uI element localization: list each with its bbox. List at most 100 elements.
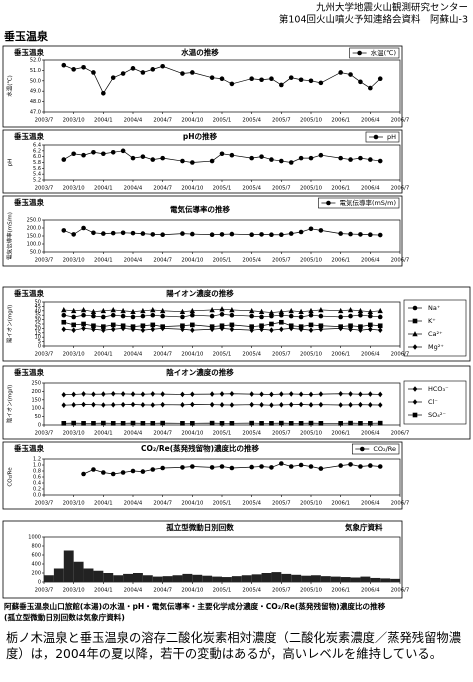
data-point (259, 323, 264, 329)
x-tick-label: 2003/10 (63, 118, 86, 124)
x-tick-label: 2005/7 (272, 352, 291, 358)
data-point (190, 160, 195, 165)
data-point (81, 64, 86, 70)
data-point (160, 155, 165, 161)
data-point (298, 229, 304, 235)
plot-area (43, 59, 401, 113)
data-point (367, 308, 374, 314)
data-point (229, 231, 235, 237)
data-point (219, 464, 225, 469)
data-point (91, 326, 96, 333)
bar (83, 568, 94, 582)
data-point (130, 401, 136, 408)
y-tick-label: 0 (38, 344, 41, 350)
y-axis-label: 電気伝導率(mS/m) (6, 212, 14, 260)
data-point (150, 402, 156, 408)
data-point (100, 307, 107, 314)
data-point (368, 322, 373, 328)
x-tick-label: 2004/10 (181, 431, 204, 437)
bar (212, 576, 222, 582)
data-point (298, 326, 304, 333)
x-tick-label: 2006/1 (331, 588, 350, 594)
data-point (279, 402, 284, 408)
data-point (229, 81, 235, 87)
data-point (61, 326, 67, 333)
plot-area (43, 144, 401, 181)
data-point (160, 63, 165, 69)
x-tick-label: 2005/4 (242, 501, 261, 507)
data-point (101, 151, 106, 157)
data-point (150, 322, 156, 328)
data-point (368, 313, 373, 319)
x-tick-label: 2004/4 (124, 258, 143, 264)
y-axis-label: pH (8, 159, 14, 167)
x-tick-label: 2004/1 (94, 501, 113, 507)
data-point (140, 391, 146, 398)
data-point (81, 325, 86, 332)
data-point (101, 470, 106, 475)
data-point (140, 327, 146, 333)
data-point (110, 230, 116, 236)
data-point (61, 402, 67, 408)
data-point (101, 314, 106, 320)
data-point (308, 464, 314, 469)
data-point (288, 313, 294, 319)
data-point (348, 462, 353, 467)
legend-label: 水温(℃) (371, 48, 396, 57)
x-tick-label: 2004/1 (94, 431, 113, 437)
data-point (150, 157, 156, 162)
data-point (347, 307, 354, 313)
data-point (91, 401, 96, 408)
x-tick-label: 2004/1 (94, 186, 113, 192)
bar (370, 577, 381, 582)
y-tick-label: 1.0 (33, 463, 41, 469)
bar (222, 577, 232, 582)
data-point (358, 421, 363, 426)
data-point (160, 325, 165, 332)
data-point (209, 232, 215, 238)
data-point (368, 391, 373, 397)
y-axis-label: 水温(℃) (6, 75, 14, 96)
x-tick-label: 2003/10 (63, 258, 86, 264)
legend-box (365, 131, 400, 143)
data-point (209, 75, 215, 80)
x-tick-label: 2003/7 (35, 501, 54, 507)
x-tick-label: 2005/1 (213, 501, 232, 507)
panel-frame (2, 129, 403, 194)
x-tick-label: 2003/7 (35, 431, 54, 437)
x-tick-label: 2004/7 (153, 258, 172, 264)
bar (53, 568, 64, 582)
bar (231, 576, 242, 582)
data-point (61, 391, 67, 398)
panel-frame (2, 195, 403, 267)
data-point (190, 312, 195, 318)
x-tick-label: 2003/10 (63, 431, 86, 437)
data-point (269, 391, 274, 398)
y-tick-label: 50.0 (30, 78, 41, 84)
y-tick-label: 200 (31, 571, 41, 577)
data-point (249, 464, 254, 470)
data-point (180, 323, 185, 329)
x-tick-label: 2005/10 (300, 431, 323, 437)
panel-frame (2, 286, 471, 362)
data-point (180, 231, 185, 236)
bar (340, 577, 351, 582)
x-tick-label: 2004/7 (153, 352, 172, 358)
x-tick-label: 2006/1 (331, 501, 350, 507)
x-tick-label: 2003/7 (35, 118, 54, 124)
x-tick-label: 2003/7 (35, 352, 54, 358)
x-tick-label: 2005/7 (272, 431, 291, 437)
data-point (348, 231, 353, 237)
x-tick-label: 2006/4 (361, 431, 380, 437)
x-tick-label: 2005/1 (213, 258, 232, 264)
data-point (180, 402, 185, 408)
bar (152, 576, 163, 582)
data-point (377, 232, 383, 238)
data-point (229, 465, 235, 471)
data-point (120, 325, 126, 332)
bar (63, 550, 74, 582)
y-tick-label: 1000 (28, 535, 41, 541)
data-point (101, 327, 106, 333)
data-point (71, 420, 76, 426)
data-point (209, 326, 215, 333)
